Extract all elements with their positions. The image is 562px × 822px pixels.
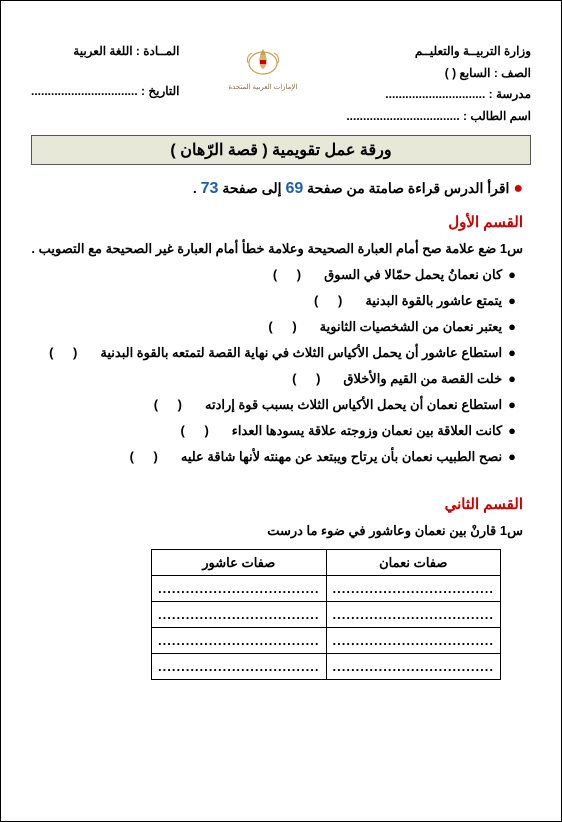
table-row: ................................... ....… <box>152 576 501 602</box>
instruction-text-2: إلى صفحة <box>222 180 281 196</box>
subject-label: المــادة : اللغة العربية <box>31 41 180 63</box>
ministry-label: وزارة التربيــة والتعليــم <box>346 41 531 63</box>
bullet-icon: ● <box>508 423 516 438</box>
grade-label: الصف : السابع <box>459 66 531 80</box>
truefalse-item: ● خلت القصة من القيم والأخلاق ( ) <box>31 371 531 387</box>
table-cell[interactable]: ................................... <box>326 654 501 680</box>
truefalse-item: ● استطاع عاشور أن يحمل الأكياس الثلاث في … <box>31 345 531 361</box>
table-cell[interactable]: ................................... <box>152 602 327 628</box>
table-cell[interactable]: ................................... <box>152 654 327 680</box>
school-dots: .............................. <box>385 87 485 101</box>
page-to: 73 <box>201 180 219 197</box>
worksheet-title: ورقة عمل تقويمية ( قصة الرّهان ) <box>31 135 531 165</box>
answer-paren[interactable]: ( ) <box>273 267 309 282</box>
student-dots: .................................. <box>346 109 459 123</box>
grade-line: الصف : السابع ( ) <box>346 63 531 85</box>
bullet-icon: ● <box>508 319 516 334</box>
comparison-table: صفات نعمان صفات عاشور ..................… <box>151 549 501 680</box>
header-right-block: وزارة التربيــة والتعليــم الصف : السابع… <box>346 41 531 127</box>
table-row: ................................... ....… <box>152 602 501 628</box>
item-text: استطاع عاشور أن يحمل الأكياس الثلاث في ن… <box>100 345 502 361</box>
section-2-title: القسم الثاني <box>31 495 531 513</box>
bullet-icon: ● <box>508 371 516 386</box>
col-header-2: صفات عاشور <box>152 550 327 576</box>
date-label: التاريخ : <box>141 84 179 98</box>
table-row: ................................... ....… <box>152 628 501 654</box>
item-text: استطاع نعمان أن يحمل الأكياس الثلاث بسبب… <box>205 397 502 413</box>
grade-paren: ( ) <box>445 66 456 80</box>
bullet-icon: ● <box>508 449 516 464</box>
instruction-text-1: اقرأ الدرس قراءة صامتة من صفحة <box>307 180 509 196</box>
truefalse-item: ● يعتبر نعمان من الشخصيات الثانوية ( ) <box>31 319 531 335</box>
student-label: اسم الطالب : <box>463 109 531 123</box>
emblem-caption: الإمارات العربية المتحدة <box>218 83 308 91</box>
item-text: نصح الطبيب نعمان بأن يرتاح ويبتعد عن مهن… <box>181 449 502 465</box>
reading-instruction: ● اقرأ الدرس قراءة صامتة من صفحة 69 إلى … <box>31 180 531 198</box>
bullet-icon: ● <box>508 345 516 360</box>
q1-intro: س1 ضع علامة صح أمام العبارة الصحيحة وعلا… <box>31 241 531 257</box>
school-label: مدرسة : <box>489 87 531 101</box>
table-cell[interactable]: ................................... <box>152 576 327 602</box>
school-line: مدرسة : .............................. <box>346 84 531 106</box>
date-line: التاريخ : ..............................… <box>31 81 180 103</box>
truefalse-item: ● كان نعمانُ يحمل حمّالا في السوق ( ) <box>31 267 531 283</box>
student-line: اسم الطالب : ...........................… <box>346 106 531 128</box>
answer-paren[interactable]: ( ) <box>154 397 190 412</box>
item-text: خلت القصة من القيم والأخلاق <box>343 371 502 387</box>
table-cell[interactable]: ................................... <box>326 576 501 602</box>
col-header-1: صفات نعمان <box>326 550 501 576</box>
truefalse-item: ● استطاع نعمان أن يحمل الأكياس الثلاث بسب… <box>31 397 531 413</box>
red-bullet-icon: ● <box>513 180 523 197</box>
instruction-period: . <box>193 180 197 196</box>
answer-paren[interactable]: ( ) <box>181 423 217 438</box>
truefalse-list: ● كان نعمانُ يحمل حمّالا في السوق ( ) ● يتمت… <box>31 267 531 465</box>
table-header-row: صفات نعمان صفات عاشور <box>152 550 501 576</box>
table-cell[interactable]: ................................... <box>326 628 501 654</box>
worksheet-page: وزارة التربيــة والتعليــم الصف : السابع… <box>0 0 562 822</box>
item-text: يتمتع عاشور بالقوة البدنية <box>365 293 502 309</box>
bullet-icon: ● <box>508 397 516 412</box>
item-text: يعتبر نعمان من الشخصيات الثانوية <box>320 319 502 335</box>
truefalse-item: ● يتمتع عاشور بالقوة البدنية ( ) <box>31 293 531 309</box>
answer-paren[interactable]: ( ) <box>130 449 166 464</box>
date-dots: ................................ <box>31 84 138 98</box>
truefalse-item: ● نصح الطبيب نعمان بأن يرتاح ويبتعد عن مه… <box>31 449 531 465</box>
header-left-block: المــادة : اللغة العربية التاريخ : .....… <box>31 41 180 102</box>
section-1-title: القسم الأول <box>31 213 531 231</box>
item-text: كان نعمانُ يحمل حمّالا في السوق <box>324 267 502 283</box>
q2-text: س1 قارنْ بين نعمان وعاشور في ضوء ما درست <box>31 523 531 539</box>
table-row: ................................... ....… <box>152 654 501 680</box>
answer-paren[interactable]: ( ) <box>314 293 350 308</box>
answer-paren[interactable]: ( ) <box>268 319 304 334</box>
uae-emblem-icon <box>238 41 288 81</box>
table-cell[interactable]: ................................... <box>326 602 501 628</box>
answer-paren[interactable]: ( ) <box>292 371 328 386</box>
bullet-icon: ● <box>508 293 516 308</box>
item-text: كانت العلاقة بين نعمان وزوجته علاقة يسود… <box>232 423 502 439</box>
answer-paren[interactable]: ( ) <box>49 345 85 360</box>
header-section: وزارة التربيــة والتعليــم الصف : السابع… <box>31 41 531 127</box>
table-cell[interactable]: ................................... <box>152 628 327 654</box>
header-center-block: الإمارات العربية المتحدة <box>218 41 308 91</box>
page-from: 69 <box>285 180 303 197</box>
bullet-icon: ● <box>508 267 516 282</box>
truefalse-item: ● كانت العلاقة بين نعمان وزوجته علاقة يسو… <box>31 423 531 439</box>
